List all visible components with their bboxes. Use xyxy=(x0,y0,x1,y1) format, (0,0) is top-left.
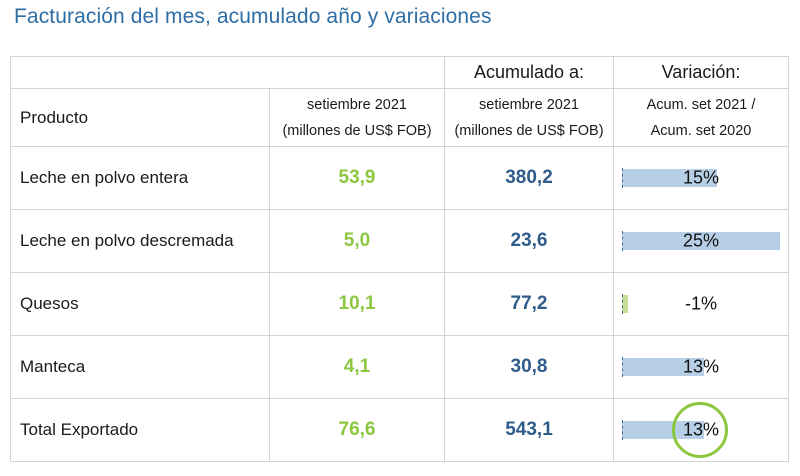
header-month-period: setiembre 2021 xyxy=(307,96,407,113)
header-acum-unit: (millones de US$ FOB) xyxy=(454,122,604,139)
variation-cell: 25% xyxy=(613,209,789,273)
acum-value: 543,1 xyxy=(444,398,614,462)
header-row-sub: Producto setiembre 2021 (millones de US$… xyxy=(10,88,789,147)
header-var-line2: Acum. set 2020 xyxy=(650,122,752,139)
table-row-total: Total Exportado 76,6 543,1 13% xyxy=(10,398,789,462)
header-acumulado: Acumulado a: xyxy=(444,56,614,89)
table-row: Manteca 4,1 30,8 13% xyxy=(10,335,789,399)
acum-value: 30,8 xyxy=(444,335,614,399)
acum-value: 380,2 xyxy=(444,146,614,210)
variation-value: 25% xyxy=(682,230,720,251)
variation-cell: 13% xyxy=(613,335,789,399)
variation-bar xyxy=(622,169,717,187)
product-name: Leche en polvo descremada xyxy=(10,209,270,273)
header-acum: setiembre 2021 (millones de US$ FOB) xyxy=(444,88,614,147)
variation-axis xyxy=(622,294,623,314)
header-variacion: Variación: xyxy=(613,56,789,89)
highlight-circle xyxy=(672,402,728,458)
variation-axis xyxy=(622,168,623,188)
header-producto: Producto xyxy=(10,88,270,147)
page-title: Facturación del mes, acumulado año y var… xyxy=(14,5,492,28)
product-name: Leche en polvo entera xyxy=(10,146,270,210)
acum-value: 23,6 xyxy=(444,209,614,273)
month-value: 5,0 xyxy=(269,209,445,273)
variation-value: 15% xyxy=(682,167,720,188)
month-value: 53,9 xyxy=(269,146,445,210)
table-row: Leche en polvo entera 53,9 380,2 15% xyxy=(10,146,789,210)
month-value: 4,1 xyxy=(269,335,445,399)
table-row: Leche en polvo descremada 5,0 23,6 25% xyxy=(10,209,789,273)
table-row: Quesos 10,1 77,2 -1% xyxy=(10,272,789,336)
header-empty-cell xyxy=(10,56,445,89)
variation-value: 13% xyxy=(682,419,720,440)
product-name: Quesos xyxy=(10,272,270,336)
header-month-unit: (millones de US$ FOB) xyxy=(282,122,432,139)
variation-axis xyxy=(622,357,623,377)
billing-table: Acumulado a: Variación: Producto setiemb… xyxy=(10,56,789,462)
variation-cell: 15% xyxy=(613,146,789,210)
variation-bar xyxy=(622,295,628,313)
variation-value: -1% xyxy=(684,293,717,314)
variation-axis xyxy=(622,420,623,440)
product-name: Manteca xyxy=(10,335,270,399)
acum-value: 77,2 xyxy=(444,272,614,336)
header-var: Acum. set 2021 / Acum. set 2020 xyxy=(613,88,789,147)
variation-value: 13% xyxy=(682,356,720,377)
header-row-top: Acumulado a: Variación: xyxy=(10,56,789,89)
variation-axis xyxy=(622,231,623,251)
month-value: 10,1 xyxy=(269,272,445,336)
header-acum-period: setiembre 2021 xyxy=(479,96,579,113)
product-name: Total Exportado xyxy=(10,398,270,462)
variation-cell: 13% xyxy=(613,398,789,462)
month-value: 76,6 xyxy=(269,398,445,462)
variation-bar xyxy=(622,232,780,250)
variation-cell: -1% xyxy=(613,272,789,336)
header-month: setiembre 2021 (millones de US$ FOB) xyxy=(269,88,445,147)
variation-bar xyxy=(622,358,704,376)
header-var-line1: Acum. set 2021 / xyxy=(646,96,756,113)
